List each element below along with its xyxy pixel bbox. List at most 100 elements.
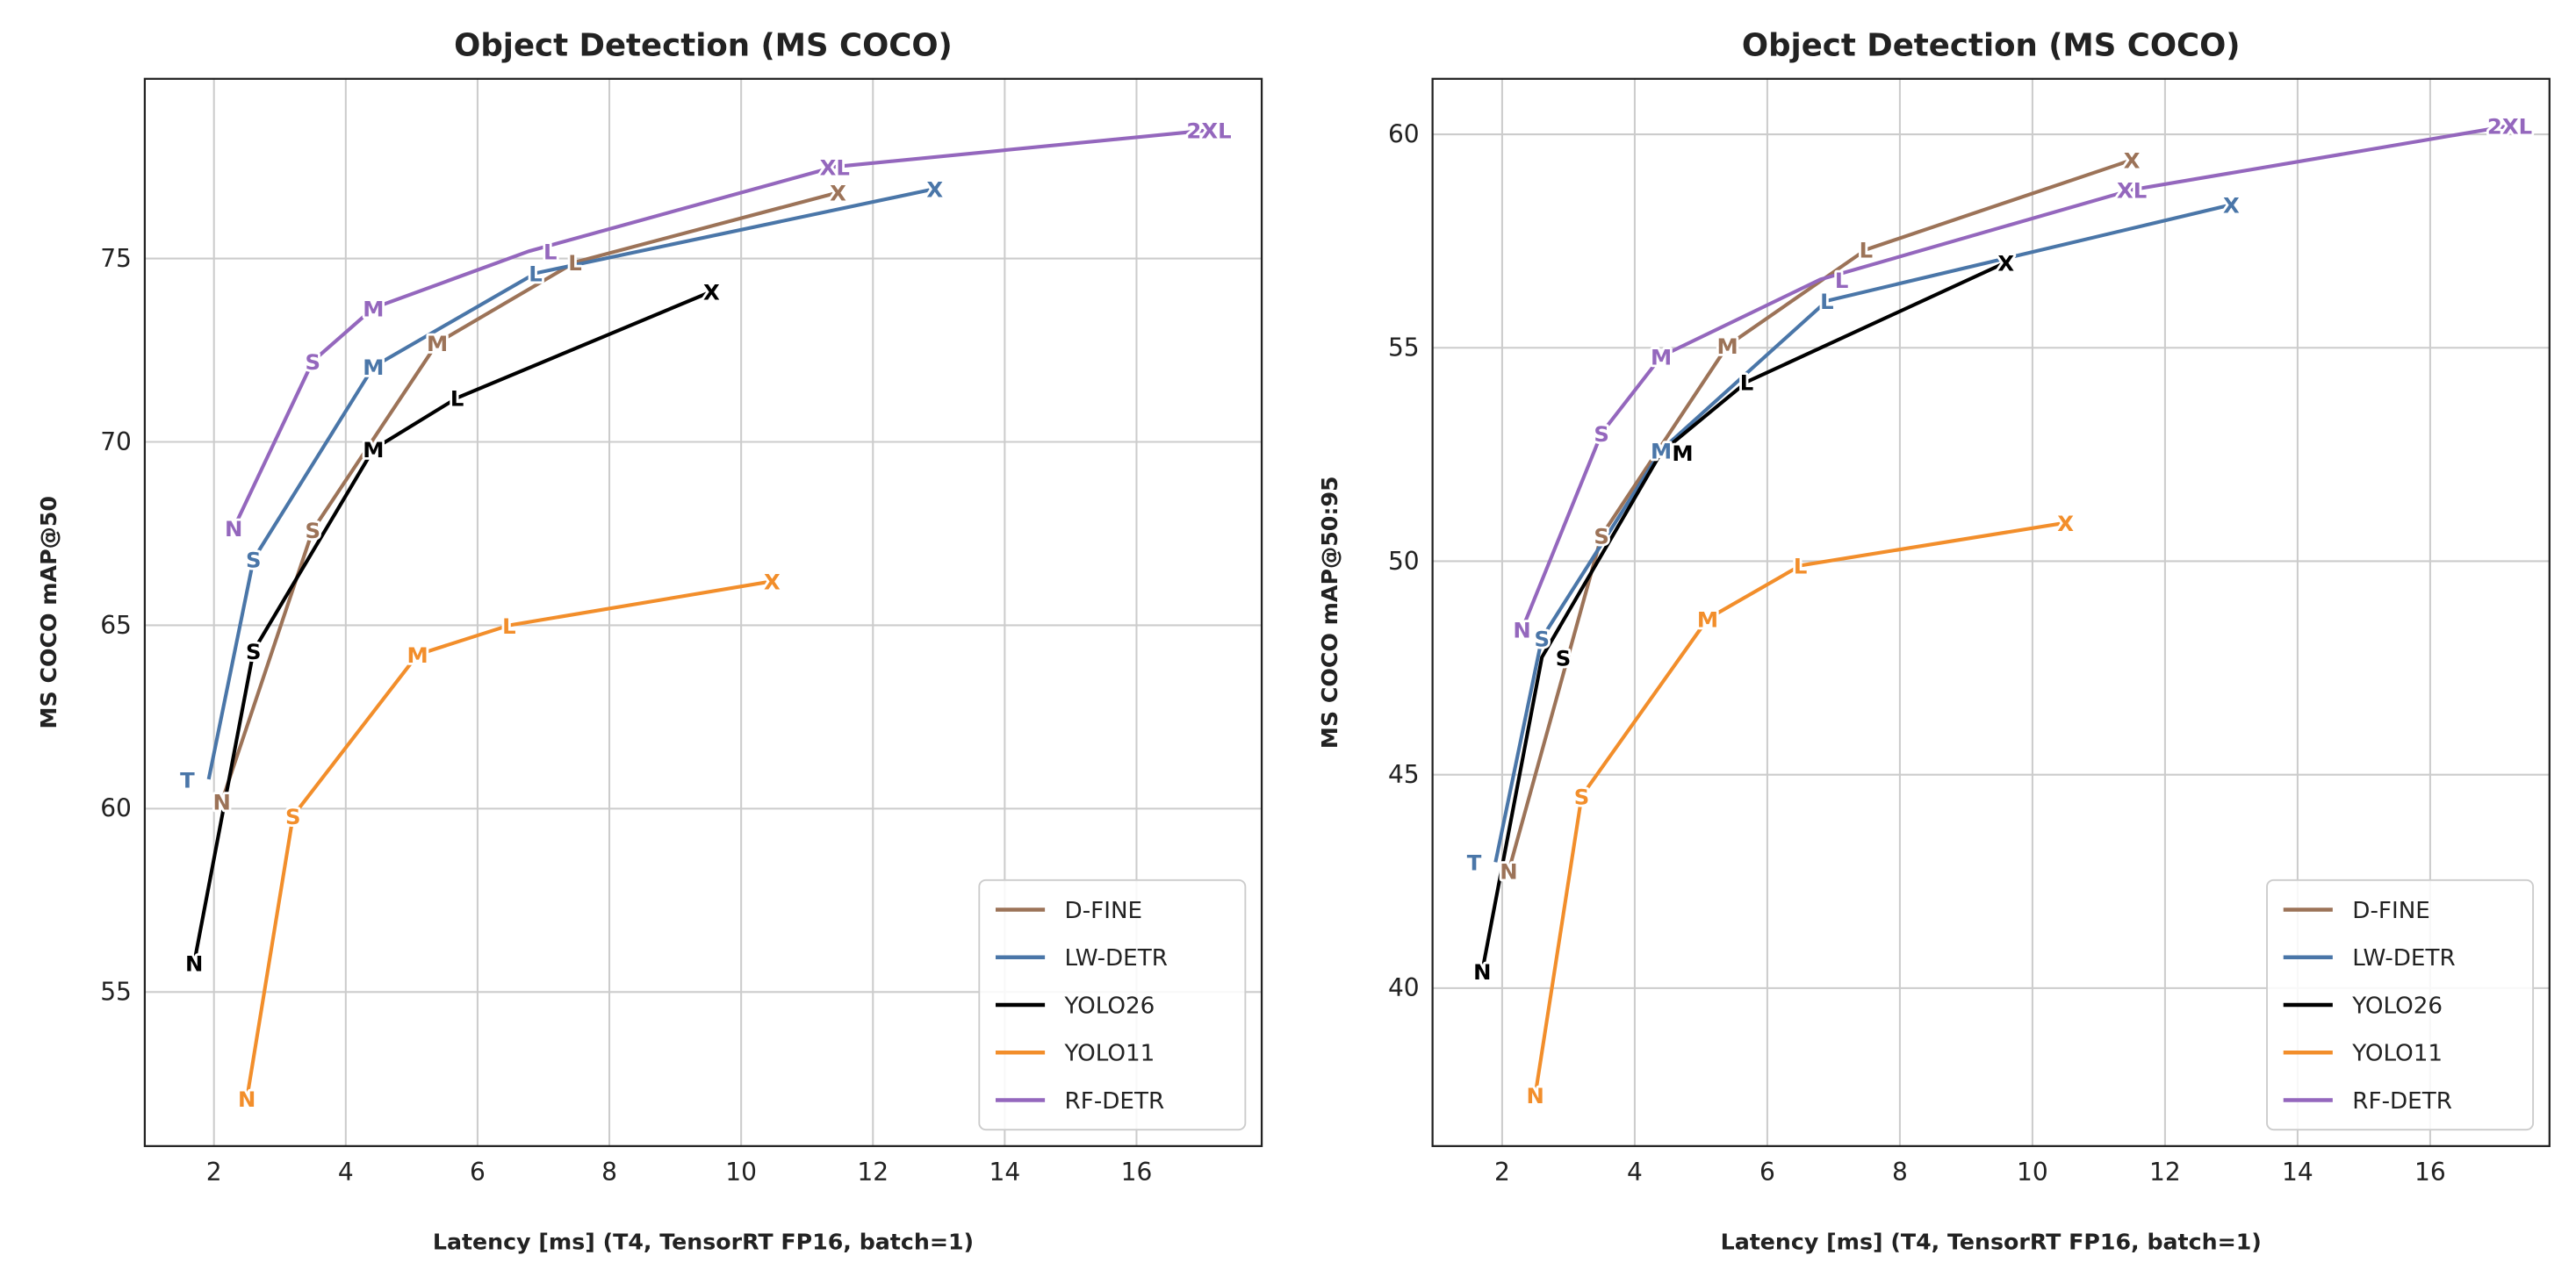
point-label-n: N bbox=[185, 950, 203, 976]
x-tick-label: 8 bbox=[601, 1158, 617, 1187]
x-tick-label: 16 bbox=[2414, 1158, 2446, 1187]
point-label-x: X bbox=[1997, 250, 2014, 276]
chart-title: Object Detection (MS COCO) bbox=[1742, 28, 2241, 64]
y-tick-label: 55 bbox=[1388, 334, 1420, 362]
point-label-m: M bbox=[1651, 344, 1672, 369]
point-label-n: N bbox=[225, 516, 242, 542]
point-label-l: L bbox=[529, 262, 543, 287]
legend-entry: LW-DETR bbox=[1065, 945, 1168, 972]
point-label-xl: XL bbox=[2117, 178, 2147, 204]
y-tick-label: 70 bbox=[100, 427, 132, 456]
point-label-x: X bbox=[2223, 193, 2240, 219]
series-rf-detr bbox=[1520, 124, 2510, 631]
series-lw-detr bbox=[206, 187, 936, 780]
series-d-fine bbox=[1507, 158, 2133, 872]
y-tick-label: 75 bbox=[100, 244, 132, 273]
x-tick-label: 12 bbox=[857, 1158, 889, 1187]
y-axis-label: MS COCO mAP@50 bbox=[36, 496, 61, 729]
series-line bbox=[206, 187, 936, 780]
series-yolo26 bbox=[1480, 261, 2007, 972]
x-axis-label: Latency [ms] (T4, TensorRT FP16, batch=1… bbox=[1721, 1230, 2262, 1255]
legend-entry: D-FINE bbox=[2352, 898, 2430, 924]
point-label-x: X bbox=[926, 177, 943, 203]
right-chart-map50-95: Object Detection (MS COCO) Latency [ms] … bbox=[1317, 28, 2551, 1255]
point-label-m: M bbox=[407, 642, 428, 668]
point-label-l: L bbox=[1820, 289, 1834, 314]
legend-entry: RF-DETR bbox=[1065, 1088, 1165, 1115]
point-label-s: S bbox=[306, 518, 321, 543]
point-label-t: T bbox=[180, 767, 195, 793]
point-label-n: N bbox=[1513, 618, 1530, 643]
point-label-s: S bbox=[246, 548, 262, 573]
x-tick-label: 2 bbox=[206, 1158, 222, 1187]
plot-frame bbox=[1431, 77, 2551, 1147]
x-tick-label: 2 bbox=[1494, 1158, 1510, 1187]
point-label-x: X bbox=[2124, 148, 2141, 174]
point-label-x: X bbox=[703, 280, 720, 305]
y-tick-label: 55 bbox=[100, 978, 132, 1007]
point-label-m: M bbox=[1697, 606, 1718, 632]
y-tick-label: 40 bbox=[1388, 973, 1420, 1002]
legend-entry: RF-DETR bbox=[2352, 1088, 2452, 1115]
point-label-l: L bbox=[543, 240, 558, 265]
point-label-m: M bbox=[1717, 334, 1738, 359]
point-label-s: S bbox=[306, 349, 321, 375]
y-tick-label: 60 bbox=[100, 794, 132, 823]
series-yolo26 bbox=[192, 290, 713, 964]
series-line bbox=[245, 579, 773, 1099]
left-chart-map50: Object Detection (MS COCO) Latency [ms] … bbox=[36, 28, 1263, 1255]
point-label-l: L bbox=[1740, 370, 1754, 396]
point-label-2xl: 2XL bbox=[1186, 118, 1231, 144]
x-tick-label: 14 bbox=[2282, 1158, 2313, 1187]
y-tick-label: 50 bbox=[1388, 547, 1420, 576]
point-label-n: N bbox=[1500, 858, 1517, 884]
series-line bbox=[1480, 261, 2007, 972]
legend-entry: YOLO11 bbox=[1064, 1041, 1155, 1067]
legend-entry: YOLO11 bbox=[2351, 1041, 2443, 1067]
chart-title: Object Detection (MS COCO) bbox=[454, 28, 953, 64]
point-label-m: M bbox=[363, 437, 384, 463]
series-line bbox=[1507, 158, 2133, 872]
point-label-m: M bbox=[427, 331, 448, 356]
point-label-n: N bbox=[1526, 1083, 1543, 1108]
point-label-l: L bbox=[450, 386, 464, 412]
x-tick-label: 14 bbox=[989, 1158, 1021, 1187]
point-label-x: X bbox=[2057, 511, 2074, 536]
series-line bbox=[192, 290, 713, 964]
point-label-2xl: 2XL bbox=[2487, 114, 2532, 140]
legend-entry: D-FINE bbox=[1065, 898, 1143, 924]
legend-box bbox=[978, 879, 1247, 1131]
legend-box bbox=[2266, 879, 2535, 1131]
series-rf-detr bbox=[232, 128, 1210, 529]
x-tick-label: 16 bbox=[1121, 1158, 1153, 1187]
point-label-s: S bbox=[1534, 626, 1550, 651]
legend-entry: YOLO26 bbox=[2351, 993, 2443, 1019]
point-label-n: N bbox=[1473, 959, 1491, 985]
x-tick-label: 4 bbox=[1627, 1158, 1643, 1187]
y-tick-label: 45 bbox=[1388, 760, 1420, 789]
point-label-s: S bbox=[1594, 524, 1609, 549]
point-label-m: M bbox=[1651, 438, 1672, 463]
point-label-m: M bbox=[363, 355, 384, 380]
x-tick-label: 6 bbox=[1759, 1158, 1775, 1187]
point-label-n: N bbox=[238, 1087, 255, 1112]
legend-entry: LW-DETR bbox=[2352, 945, 2455, 972]
point-label-xl: XL bbox=[820, 154, 850, 180]
plot-frame bbox=[143, 77, 1263, 1147]
point-label-t: T bbox=[1467, 850, 1482, 876]
series-yolo11 bbox=[1533, 520, 2066, 1095]
series-line bbox=[219, 190, 838, 802]
series-yolo11 bbox=[245, 579, 773, 1099]
point-label-x: X bbox=[764, 570, 781, 595]
y-axis-label: MS COCO mAP@50:95 bbox=[1317, 476, 1342, 749]
point-label-l: L bbox=[568, 250, 582, 276]
x-tick-label: 12 bbox=[2149, 1158, 2181, 1187]
series-line bbox=[232, 128, 1210, 529]
legend: D-FINE LW-DETR YOLO26 YOLO11 RF-DETR bbox=[2266, 879, 2535, 1131]
y-tick-label: 65 bbox=[100, 611, 132, 640]
x-tick-label: 6 bbox=[470, 1158, 486, 1187]
point-label-l: L bbox=[1835, 268, 1849, 293]
point-label-l: L bbox=[502, 613, 516, 639]
point-label-l: L bbox=[1794, 554, 1808, 579]
